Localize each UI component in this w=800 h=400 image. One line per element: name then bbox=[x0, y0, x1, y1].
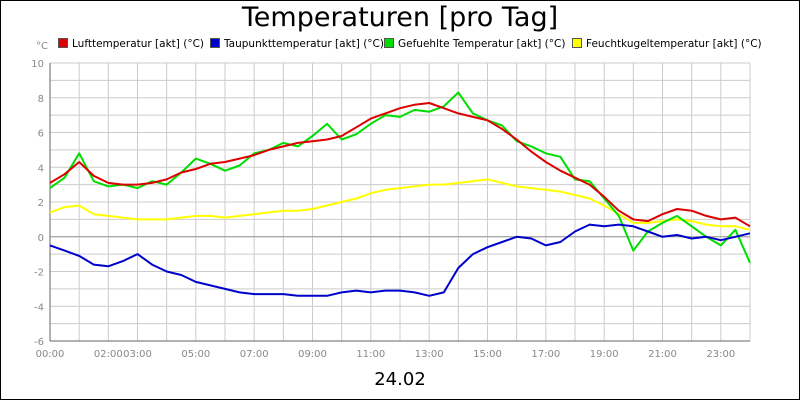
y-tick-label: -4 bbox=[34, 302, 44, 313]
y-tick-label: -2 bbox=[34, 268, 44, 279]
x-tick-label: 05:00 bbox=[181, 349, 210, 360]
y-tick-label: 2 bbox=[38, 198, 44, 209]
x-tick-label: 17:00 bbox=[531, 349, 560, 360]
series-line-2 bbox=[49, 91, 751, 264]
x-tick-label: 11:00 bbox=[356, 349, 385, 360]
y-tick-label: 6 bbox=[38, 129, 44, 140]
x-tick-label: 15:00 bbox=[473, 349, 502, 360]
legend-label: Gefuehlte Temperatur [akt] (°C) bbox=[398, 38, 566, 50]
legend-swatch bbox=[58, 38, 68, 48]
y-tick-label: -6 bbox=[34, 337, 44, 348]
y-tick-label: 10 bbox=[31, 59, 44, 70]
x-tick-label: 02:00 bbox=[94, 349, 123, 360]
legend-item-lufttemperatur: Lufttemperatur [akt] (°C) bbox=[58, 38, 204, 50]
legend-swatch bbox=[384, 38, 394, 48]
y-tick-label: 8 bbox=[38, 94, 44, 105]
chart-title: Temperaturen [pro Tag] bbox=[241, 2, 559, 33]
legend-label: Feuchtkugeltemperatur [akt] (°C) bbox=[586, 38, 762, 50]
series-line-1 bbox=[49, 223, 751, 297]
legend-item-feuchtkugeltemperatur: Feuchtkugeltemperatur [akt] (°C) bbox=[572, 38, 762, 50]
x-tick-label: 23:00 bbox=[706, 349, 735, 360]
series-line-0 bbox=[49, 102, 751, 228]
y-tick-label: 4 bbox=[38, 163, 44, 174]
legend-label: Lufttemperatur [akt] (°C) bbox=[72, 38, 204, 50]
y-tick-label: 0 bbox=[38, 233, 44, 244]
x-axis-date-label: 24.02 bbox=[374, 369, 426, 390]
x-tick-label: 21:00 bbox=[648, 349, 677, 360]
legend-item-taupunkttemperatur: Taupunkttemperatur [akt] (°C) bbox=[210, 38, 384, 50]
y-axis-unit-label: °C bbox=[36, 41, 48, 52]
x-tick-label: 19:00 bbox=[590, 349, 619, 360]
legend-swatch bbox=[572, 38, 582, 48]
legend-swatch bbox=[210, 38, 220, 48]
x-tick-label: 03:00 bbox=[123, 349, 152, 360]
legend-item-gefuehlte-temperatur: Gefuehlte Temperatur [akt] (°C) bbox=[384, 38, 565, 50]
series-line-3 bbox=[49, 178, 751, 231]
x-tick-label: 13:00 bbox=[415, 349, 444, 360]
x-tick-label: 09:00 bbox=[298, 349, 327, 360]
x-tick-label: 00:00 bbox=[36, 349, 65, 360]
legend-label: Taupunkttemperatur [akt] (°C) bbox=[224, 38, 384, 50]
x-tick-label: 07:00 bbox=[240, 349, 269, 360]
